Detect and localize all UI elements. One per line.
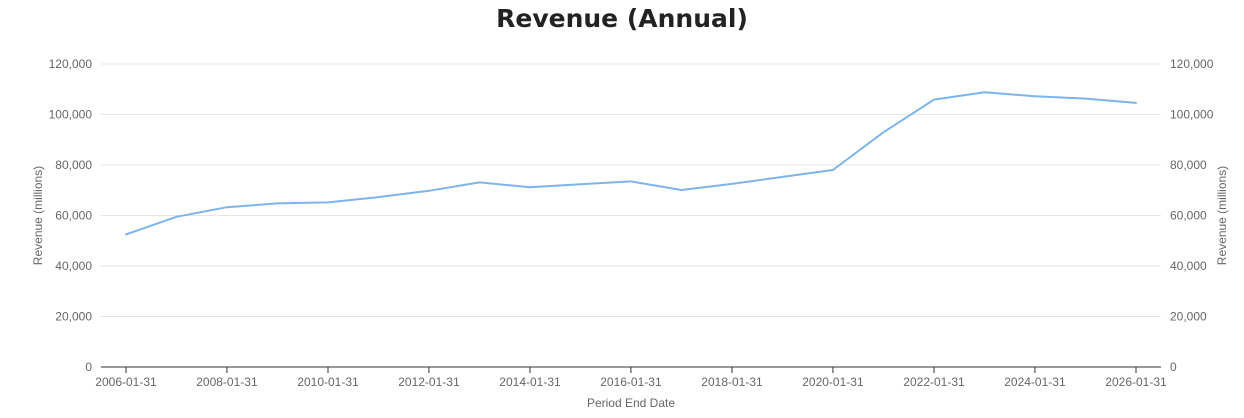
x-tick-label: 2020-01-31 xyxy=(802,375,864,389)
y-tick-label-left: 80,000 xyxy=(55,158,92,172)
y-tick-label-right: 120,000 xyxy=(1170,57,1214,71)
y-tick-label-right: 20,000 xyxy=(1170,310,1207,324)
x-tick-label: 2006-01-31 xyxy=(95,375,157,389)
y-axis-title-right: Revenue (millions) xyxy=(1215,166,1229,265)
x-tick-label: 2014-01-31 xyxy=(499,375,561,389)
x-axis-title: Period End Date xyxy=(587,396,675,410)
y-tick-label-right: 60,000 xyxy=(1170,209,1207,223)
x-tick-label: 2022-01-31 xyxy=(903,375,965,389)
y-tick-label-left: 100,000 xyxy=(49,108,93,122)
y-axis-title-left: Revenue (millions) xyxy=(31,166,45,265)
x-tick-label: 2024-01-31 xyxy=(1004,375,1066,389)
x-tick-label: 2010-01-31 xyxy=(297,375,359,389)
y-tick-label-left: 120,000 xyxy=(49,57,93,71)
x-tick-label: 2012-01-31 xyxy=(398,375,460,389)
y-tick-label-left: 20,000 xyxy=(55,310,92,324)
y-tick-label-right: 40,000 xyxy=(1170,259,1207,273)
y-tick-label-left: 40,000 xyxy=(55,259,92,273)
y-tick-label-left: 60,000 xyxy=(55,209,92,223)
x-tick-label: 2008-01-31 xyxy=(196,375,258,389)
series-line xyxy=(125,91,1137,236)
y-tick-label-right: 100,000 xyxy=(1170,108,1214,122)
chart-title: Revenue (Annual) xyxy=(496,4,748,33)
x-tick-label: 2018-01-31 xyxy=(701,375,763,389)
y-tick-label-right: 0 xyxy=(1170,360,1177,374)
x-tick-label: 2016-01-31 xyxy=(600,375,662,389)
y-tick-label-right: 80,000 xyxy=(1170,158,1207,172)
x-tick-label: 2026-01-31 xyxy=(1105,375,1167,389)
y-tick-label-left: 0 xyxy=(85,360,92,374)
